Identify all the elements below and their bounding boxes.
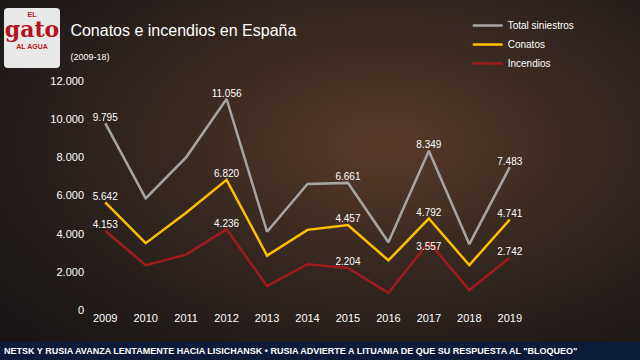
svg-text:4.236: 4.236 [214,218,239,229]
svg-text:9.795: 9.795 [93,112,118,123]
html-text:NETSK Y RUSIA AVANZA LENTAMENT: NETSK Y RUSIA AVANZA LENTAMENTE HACIA LI… [4,346,578,356]
svg-text:2011: 2011 [174,312,198,324]
html-text:AL AGUA: AL AGUA [16,43,48,50]
html-text:gato: gato [4,16,60,42]
svg-text:2017: 2017 [417,312,441,324]
svg-text:7.483: 7.483 [497,156,522,167]
svg-text:8.000: 8.000 [56,151,84,163]
svg-text:4.153: 4.153 [93,219,118,230]
svg-text:3.557: 3.557 [416,241,441,252]
svg-text:6.820: 6.820 [214,168,239,179]
svg-text:(2009-18): (2009-18) [70,52,109,62]
svg-text:2013: 2013 [255,312,279,324]
svg-text:Conatos: Conatos [508,39,545,50]
svg-text:Conatos e incendios en España: Conatos e incendios en España [70,22,296,39]
svg-text:12.000: 12.000 [50,75,84,87]
svg-text:6.000: 6.000 [56,189,84,201]
svg-text:4.741: 4.741 [497,208,522,219]
svg-text:4.792: 4.792 [416,207,441,218]
svg-text:2.204: 2.204 [335,256,360,267]
svg-text:2019: 2019 [498,312,522,324]
svg-text:0: 0 [78,304,84,316]
svg-text:2015: 2015 [336,312,360,324]
svg-text:5.642: 5.642 [93,191,118,202]
svg-text:4.000: 4.000 [56,228,84,240]
svg-text:2018: 2018 [457,312,481,324]
svg-text:Incendios: Incendios [508,58,551,69]
svg-text:Total siniestros: Total siniestros [508,20,574,31]
svg-text:11.056: 11.056 [212,88,242,99]
svg-text:10.000: 10.000 [50,113,84,125]
svg-text:4.457: 4.457 [335,213,360,224]
svg-text:8.349: 8.349 [416,139,441,150]
svg-text:2016: 2016 [376,312,400,324]
svg-text:2009: 2009 [93,312,117,324]
svg-text:2010: 2010 [133,312,157,324]
svg-text:6.661: 6.661 [335,171,360,182]
svg-text:2012: 2012 [214,312,238,324]
svg-text:2014: 2014 [295,312,319,324]
html-text:EL: EL [27,11,37,18]
svg-text:2.742: 2.742 [497,246,522,257]
svg-text:2.000: 2.000 [56,266,84,278]
